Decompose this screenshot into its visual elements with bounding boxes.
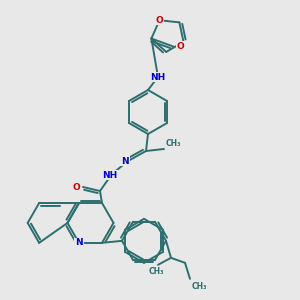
Text: CH₃: CH₃ bbox=[166, 139, 182, 148]
Text: N: N bbox=[75, 238, 83, 247]
Text: CH₃: CH₃ bbox=[148, 267, 164, 276]
Text: CH₃: CH₃ bbox=[192, 282, 208, 291]
Text: O: O bbox=[176, 42, 184, 51]
Text: O: O bbox=[72, 182, 80, 191]
Text: NH: NH bbox=[150, 73, 166, 82]
Text: O: O bbox=[156, 16, 164, 25]
Text: N: N bbox=[121, 157, 129, 166]
Text: NH: NH bbox=[102, 170, 118, 179]
